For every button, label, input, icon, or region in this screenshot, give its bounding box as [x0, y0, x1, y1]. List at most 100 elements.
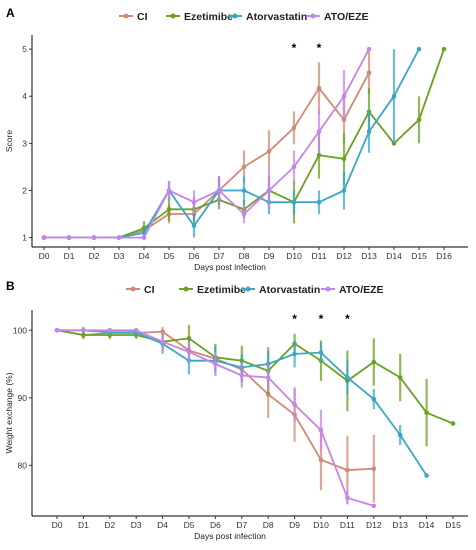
data-point-ato-eze	[166, 188, 172, 193]
x-tick-label: D2	[104, 520, 115, 530]
x-tick-label: D3	[131, 520, 142, 530]
series-line-ato-eze	[44, 48, 370, 239]
legend-label: CI	[144, 284, 155, 296]
legend-key-marker	[310, 13, 316, 19]
y-tick-label: 1	[22, 233, 27, 243]
legend-key-marker	[245, 286, 251, 292]
data-point-ato-eze	[318, 427, 324, 433]
data-point-ato-eze	[186, 349, 192, 355]
x-tick-label: D7	[214, 251, 225, 261]
data-point-atorvastatin	[366, 129, 372, 134]
x-tick-label: D12	[366, 520, 382, 530]
y-tick-label: 100	[13, 325, 27, 335]
data-point-ci	[265, 392, 271, 397]
data-point-ato-eze	[265, 375, 271, 380]
data-point-ato-eze	[371, 503, 377, 509]
legend-key-marker	[183, 286, 189, 292]
legend-key-marker	[123, 13, 129, 19]
data-point-ezetimibe	[371, 359, 377, 365]
data-point-ezetimibe	[316, 152, 322, 158]
data-point-ezetimibe	[424, 410, 429, 415]
panel-b-letter: B	[6, 279, 15, 293]
legend-label: Ezetimibe	[184, 11, 233, 23]
x-tick-label: D10	[286, 251, 302, 261]
data-point-ato-eze	[160, 339, 165, 345]
data-point-ato-eze	[133, 327, 139, 333]
data-point-ato-eze	[241, 211, 247, 217]
y-tick-label: 2	[22, 185, 27, 195]
x-tick-label: D16	[436, 251, 452, 261]
data-point-ezetimibe	[441, 46, 447, 52]
data-point-atorvastatin	[345, 375, 350, 380]
data-point-ci	[371, 466, 377, 472]
data-point-ci	[266, 149, 272, 154]
data-point-ci	[318, 457, 324, 463]
x-tick-label: D14	[386, 251, 402, 261]
y-tick-label: 80	[18, 460, 28, 470]
series-line-atorvastatin	[44, 48, 420, 239]
data-point-ato-eze	[91, 235, 97, 240]
x-tick-label: D10	[313, 520, 329, 530]
data-point-atorvastatin	[191, 223, 197, 229]
y-axis-title: Weight exchange (%)	[4, 372, 14, 453]
x-tick-label: D6	[210, 520, 221, 530]
legend-label: Atorvastatin	[246, 11, 307, 23]
data-point-atorvastatin	[241, 188, 247, 193]
data-point-ato-eze	[239, 373, 245, 378]
x-tick-label: D2	[89, 251, 100, 261]
y-tick-label: 3	[22, 138, 27, 148]
legend-label: ATO/EZE	[324, 11, 369, 23]
data-point-ato-eze	[341, 93, 347, 99]
data-point-ato-eze	[266, 188, 272, 193]
panel-a-chart: CI Ezetimibe Atorvastatin ATO/EZE 1 2 3 4 5 D0 D1 D…	[4, 11, 468, 272]
x-tick-label: D13	[361, 251, 377, 261]
legend-key-marker	[325, 286, 331, 292]
data-point-ezetimibe	[450, 421, 456, 426]
x-tick-label: D4	[157, 520, 168, 530]
data-point-atorvastatin	[318, 350, 324, 355]
y-axis-title: Score	[4, 130, 14, 152]
y-tick-label: 90	[18, 393, 28, 403]
x-tick-label: D12	[336, 251, 352, 261]
x-tick-label: D6	[189, 251, 200, 261]
data-point-ezetimibe	[81, 332, 86, 338]
data-point-ezetimibe	[397, 375, 403, 380]
data-point-ato-eze	[116, 235, 122, 240]
data-point-ato-eze	[107, 327, 113, 333]
panel-b-chart: CI Ezetimibe Atorvastatin ATO/EZE 80 90 100 D0 D…	[4, 284, 468, 541]
data-point-ato-eze	[141, 235, 147, 240]
legend-key-marker	[130, 286, 136, 292]
data-point-ezetimibe	[341, 156, 347, 162]
data-point-ato-eze	[41, 235, 47, 240]
data-point-ato-eze	[191, 199, 197, 205]
data-point-ato-eze	[81, 327, 86, 333]
x-tick-label: D13	[392, 520, 408, 530]
x-tick-label: D4	[139, 251, 150, 261]
panel-a-letter: A	[6, 6, 15, 20]
x-tick-label: D5	[184, 520, 195, 530]
y-tick-label: 4	[22, 91, 27, 101]
data-point-ezetimibe	[166, 207, 172, 212]
legend-label: ATO/EZE	[339, 284, 384, 296]
x-tick-label: D11	[312, 251, 327, 261]
significance-marker: *	[317, 41, 322, 55]
legend-key-marker	[170, 13, 176, 19]
data-point-ato-eze	[291, 164, 297, 170]
data-point-ato-eze	[216, 188, 222, 193]
x-tick-label: D14	[419, 520, 435, 530]
data-point-atorvastatin	[316, 199, 322, 205]
data-point-atorvastatin	[341, 188, 347, 193]
x-tick-label: D9	[289, 520, 300, 530]
x-tick-label: D7	[236, 520, 247, 530]
x-axis-title: Days post infection	[194, 531, 266, 541]
data-point-atorvastatin	[391, 93, 397, 99]
data-point-ato-eze	[54, 327, 60, 333]
legend-key-marker	[232, 13, 238, 19]
data-point-atorvastatin	[291, 199, 297, 205]
y-tick-label: 5	[22, 44, 27, 54]
data-point-ci	[316, 85, 322, 91]
data-point-ci	[291, 125, 297, 131]
legend-label: Ezetimibe	[197, 284, 246, 296]
data-point-atorvastatin	[371, 396, 377, 402]
